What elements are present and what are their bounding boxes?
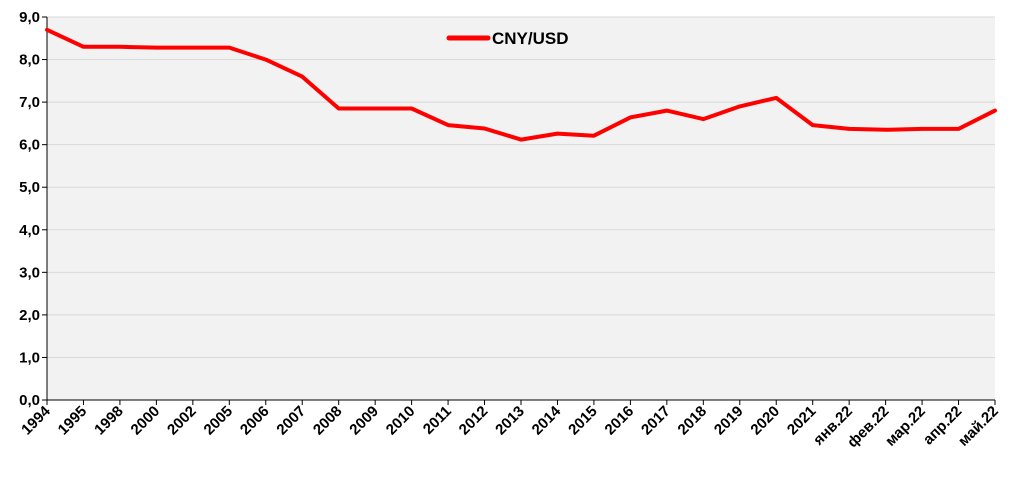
x-tick-label: 1995: [55, 403, 91, 439]
x-tick-label: 2002: [164, 403, 200, 439]
y-tick-label: 4,0: [19, 222, 40, 239]
x-tick-label: 2008: [310, 403, 346, 439]
legend-label: CNY/USD: [492, 29, 569, 48]
x-tick-label: 2018: [675, 403, 711, 439]
legend: CNY/USD: [446, 29, 569, 48]
y-tick-label: 2,0: [19, 307, 40, 324]
x-tick-label: 2020: [747, 403, 783, 439]
x-tick-label: 2012: [456, 403, 492, 439]
x-tick-label: мар.22: [882, 403, 929, 450]
x-tick-label: 2011: [420, 403, 455, 438]
y-tick-label: 1,0: [19, 349, 40, 366]
x-tick-label: 2006: [237, 403, 273, 439]
y-tick-label: 5,0: [19, 179, 40, 196]
y-tick-label: 6,0: [19, 137, 40, 154]
gridlines: [47, 16, 995, 358]
y-tick-label: 8,0: [19, 52, 40, 69]
x-tick-label: май.22: [955, 403, 1002, 450]
x-tick-label: 2015: [565, 403, 601, 439]
x-tick-label: 2010: [383, 403, 419, 439]
series-layer: [45, 27, 997, 142]
x-tick-label: 2000: [128, 403, 164, 439]
x-tick-label: фев.22: [844, 403, 892, 451]
x-tick-label: 2005: [201, 403, 237, 439]
y-tick-label: 3,0: [19, 264, 40, 281]
x-tick-label: 2014: [529, 402, 565, 438]
y-tick-label: 9,0: [19, 9, 40, 26]
x-tick-label: 2019: [711, 403, 747, 439]
y-axis-ticks: 0,0 1,0 2,0 3,0 4,0 5,0 6,0 7,0 8,0 9,0: [19, 9, 47, 409]
x-axis-ticks: 1994 1995 1998 2000 2002 2005 2006 2007 2008 2009…: [18, 400, 1002, 451]
x-tick-label: 2007: [273, 403, 309, 439]
y-tick-label: 0,0: [19, 392, 40, 409]
x-tick-label: 1998: [91, 403, 127, 439]
y-tick-label: 7,0: [19, 94, 40, 111]
x-tick-label: 2016: [602, 403, 638, 439]
x-tick-label: 2009: [346, 403, 382, 439]
x-tick-label: 2013: [492, 403, 528, 439]
x-tick-label: 2017: [638, 403, 674, 439]
plot-area: [47, 17, 995, 400]
